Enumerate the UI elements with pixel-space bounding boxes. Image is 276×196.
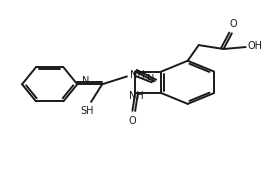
Text: SH: SH [80,106,94,116]
Text: OH: OH [247,41,262,51]
Text: N: N [82,76,89,86]
Text: NH: NH [130,70,144,81]
Text: O: O [229,19,237,29]
Text: O: O [129,116,136,126]
Text: N: N [147,74,154,84]
Text: NH: NH [129,91,144,101]
